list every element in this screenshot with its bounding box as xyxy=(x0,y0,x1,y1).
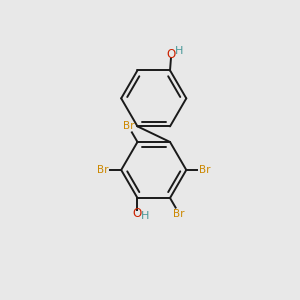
Text: Br: Br xyxy=(173,208,185,219)
Text: O: O xyxy=(167,48,176,61)
Text: H: H xyxy=(174,46,183,56)
Text: O: O xyxy=(133,207,142,220)
Text: Br: Br xyxy=(123,122,134,131)
Text: Br: Br xyxy=(97,165,109,175)
Text: H: H xyxy=(140,212,149,221)
Text: Br: Br xyxy=(199,165,210,175)
